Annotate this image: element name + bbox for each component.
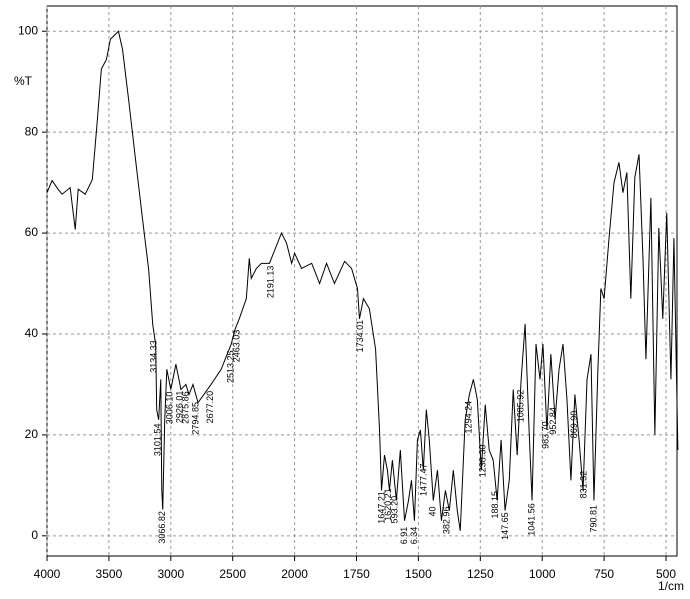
peak-label: 1647.21	[376, 491, 386, 524]
peak-label: 3006.10	[164, 392, 174, 425]
peak-label: 952.84	[548, 407, 558, 435]
y-tick-label: 80	[25, 124, 39, 138]
peak-label: 1238.30	[478, 445, 488, 478]
peak-label: 3101.54	[153, 424, 163, 457]
peak-label: 983.70	[541, 421, 551, 449]
peak-label: 147.65	[500, 512, 510, 540]
x-tick-label: 500	[656, 567, 676, 581]
x-tick-label: 750	[594, 567, 614, 581]
y-tick-label: 100	[18, 23, 38, 37]
peak-label: 2677.20	[205, 391, 215, 424]
peak-label: 790.81	[588, 505, 598, 533]
x-tick-label: 1000	[529, 567, 556, 581]
peak-label: 2875.86	[181, 391, 191, 424]
peak-label: 869.90	[569, 411, 579, 439]
x-tick-label: 2500	[219, 567, 246, 581]
x-tick-label: 3000	[157, 567, 184, 581]
peak-label: 382.96	[442, 507, 452, 535]
x-tick-label: 2000	[281, 567, 308, 581]
peak-label: 2794.85	[191, 402, 201, 435]
peak-label: 1294.24	[464, 401, 474, 434]
peak-label: 593.20	[390, 496, 400, 524]
x-tick-label: 4000	[34, 567, 61, 581]
y-axis-label: %T	[14, 74, 33, 88]
peak-label: 3066.82	[157, 511, 167, 544]
peak-label: 3134.33	[149, 340, 159, 373]
peak-label: 1085.92	[515, 390, 525, 423]
plot-frame	[46, 5, 678, 557]
peak-label: 1620.21	[383, 488, 393, 521]
y-tick-label: 40	[25, 326, 39, 340]
peak-label: 2513.25	[225, 350, 235, 383]
spectrum-line	[46, 30, 679, 531]
peak-label: 831.32	[578, 471, 588, 499]
peak-label: 40	[428, 506, 438, 516]
peak-label: 1041.56	[526, 503, 536, 536]
peak-label: 2926.01	[174, 391, 184, 424]
x-tick-label: 1250	[467, 567, 494, 581]
peak-label: 2463.03	[232, 330, 242, 363]
x-tick-label: 3500	[96, 567, 123, 581]
y-tick-label: 20	[25, 427, 39, 441]
peak-label: 188.15	[490, 491, 500, 519]
peak-label: 1734.01	[355, 320, 365, 353]
peak-label: 6.91	[399, 527, 409, 545]
peak-label: 1477.47	[418, 463, 428, 496]
y-tick-label: 60	[25, 225, 39, 239]
x-axis-label: 1/cm	[658, 579, 684, 593]
y-tick-label: 0	[31, 528, 38, 542]
peak-label: 2191.13	[265, 266, 275, 299]
x-tick-label: 1750	[343, 567, 370, 581]
peak-label: 6.34	[409, 527, 419, 545]
x-tick-label: 1500	[405, 567, 432, 581]
